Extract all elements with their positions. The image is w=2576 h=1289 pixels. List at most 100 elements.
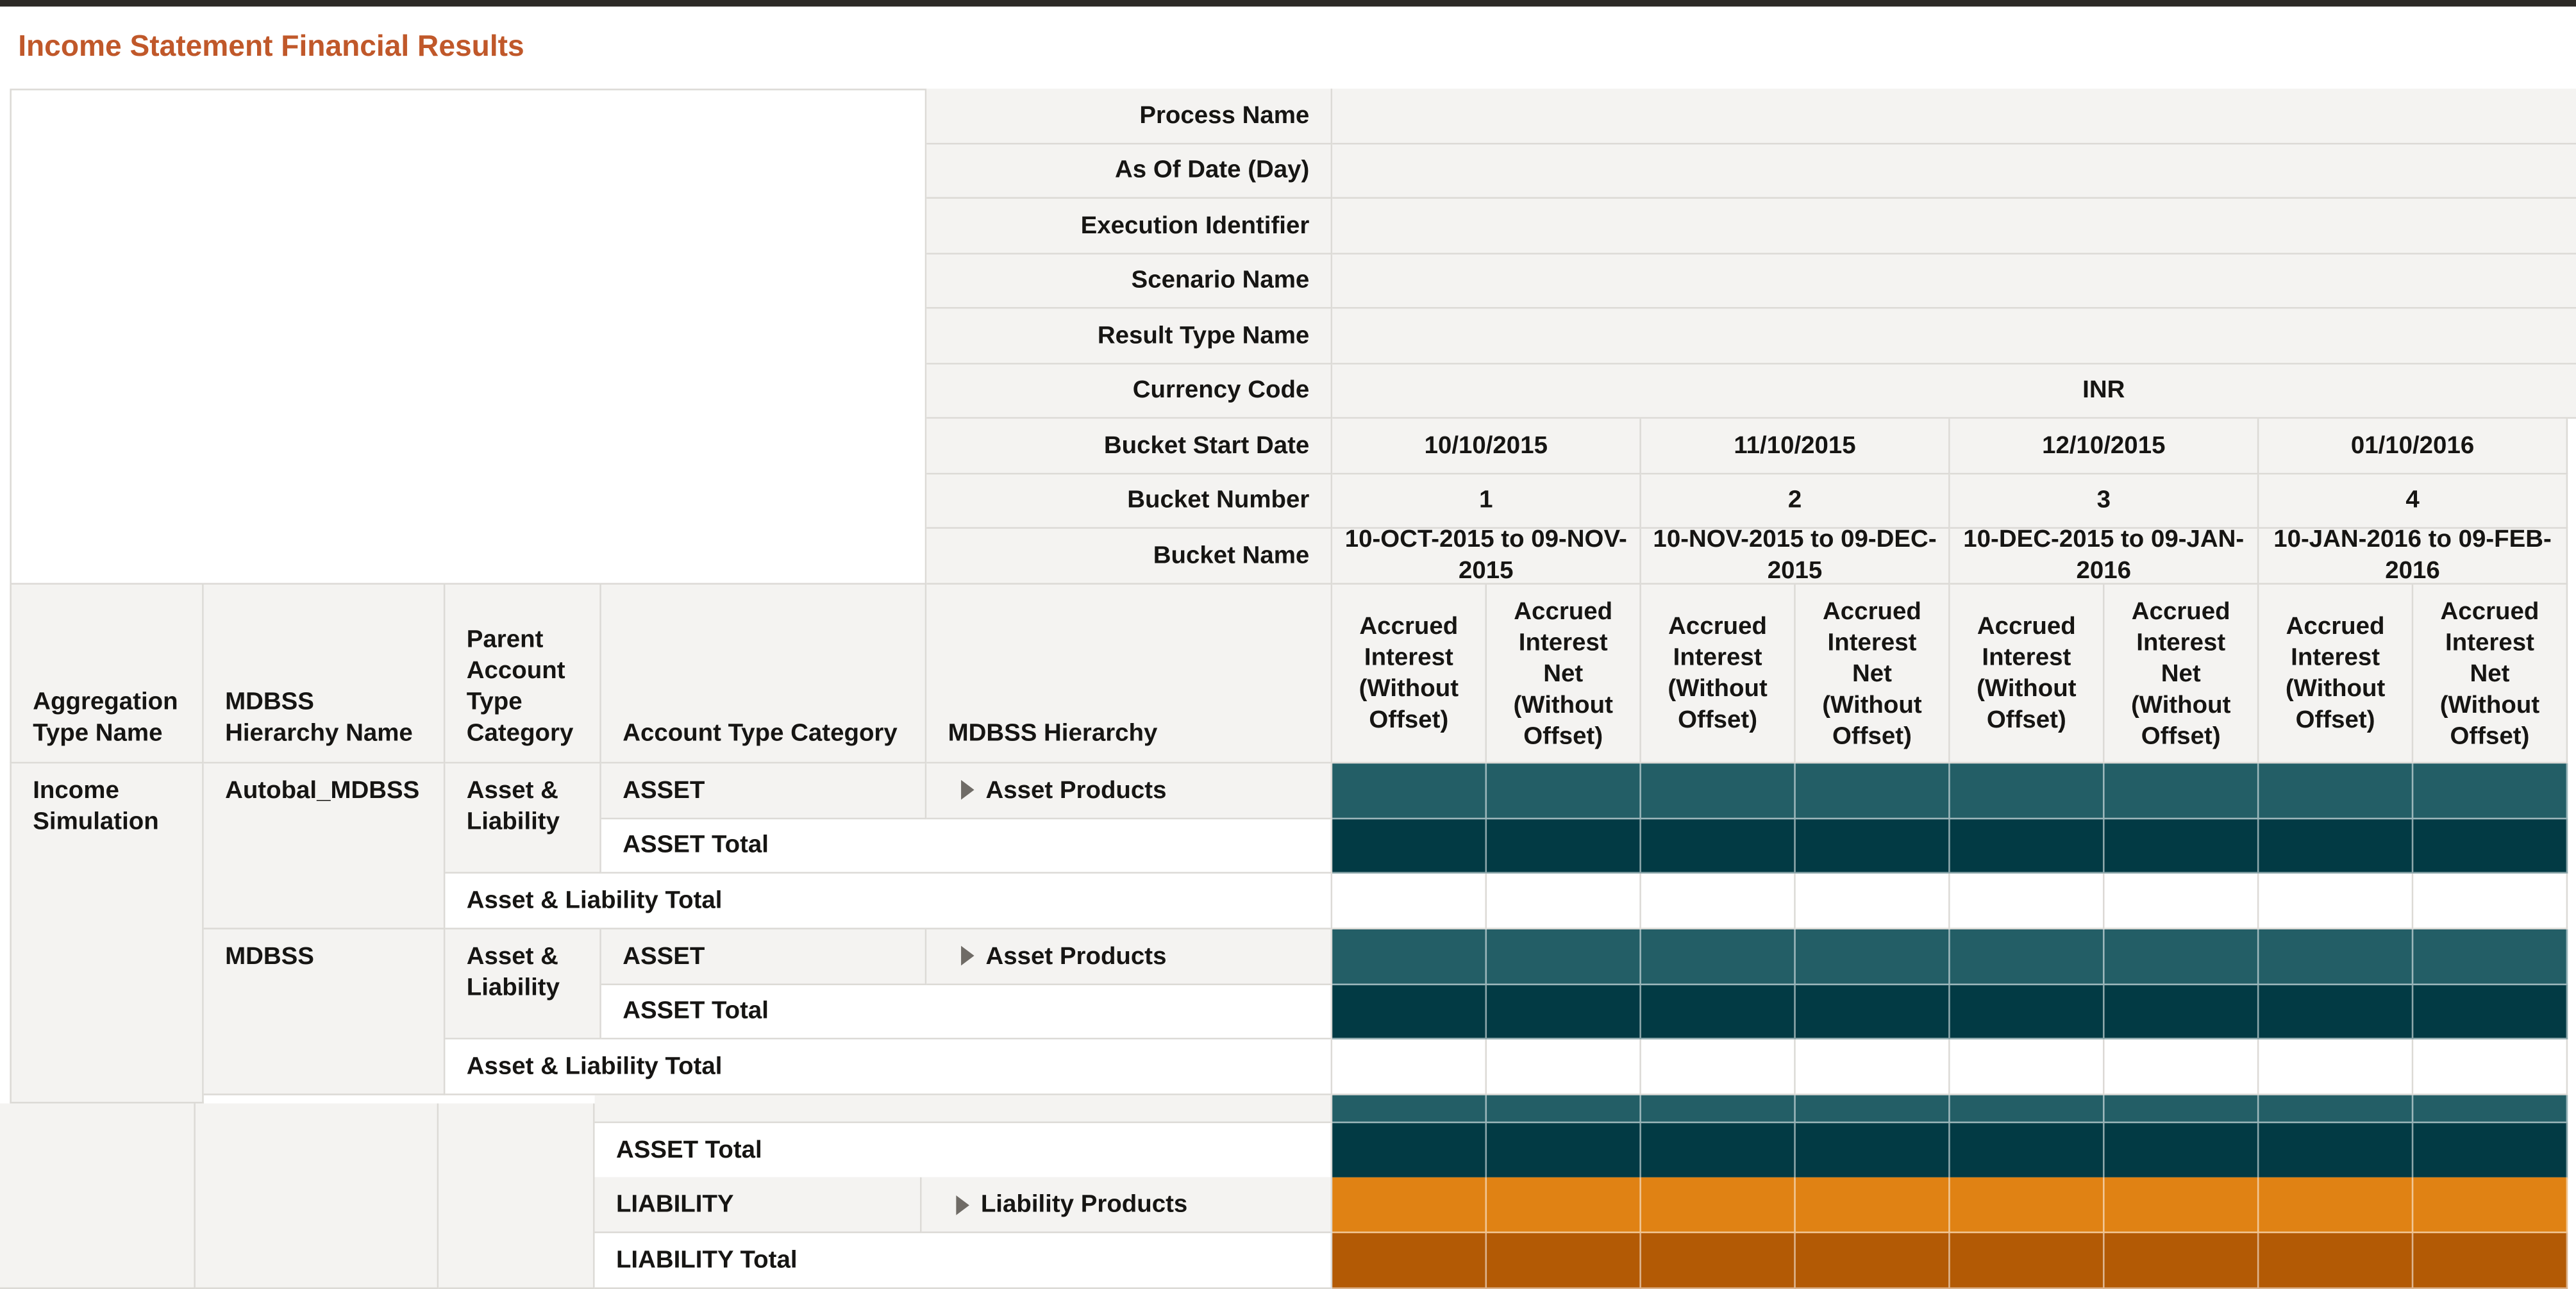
account-total-text: ASSET Total [615,1136,762,1164]
measure-header: Accrued Interest Net (Without Offset) [2104,585,2259,764]
data-cell [2413,819,2568,874]
data-cell [2413,873,2568,929]
data-cell [1795,1095,1950,1124]
data-cell [2259,1177,2414,1233]
parameter-label: Currency Code [926,363,1333,419]
hierarchy: Asset Products [926,929,1333,985]
row-header-text: Aggregation Type Name [33,688,178,747]
parameter-label-text: Bucket Number [1127,486,1310,515]
expand-toggle[interactable] [956,1194,969,1215]
hierarchy: Liability Products [921,1177,1333,1233]
data-cell [2413,1095,2568,1124]
data-cell [2104,1233,2259,1289]
data-cell [1795,873,1950,929]
data-cell [1950,1039,2105,1095]
parameter-value [1332,253,2576,309]
row-header: Parent Account Type Category [445,585,601,764]
data-cell [1487,873,1641,929]
data-cell [1487,819,1641,874]
data-cell [2259,929,2414,985]
row-header-text: MDBSS Hierarchy [948,719,1158,747]
bucket-names-text: 10-NOV-2015 to 09-DEC-2015 [1653,528,1937,584]
parameter-label: Scenario Name [926,253,1333,309]
blank-corner [10,88,927,585]
parameter-label-text: Bucket Name [1153,541,1310,570]
data-cell [1950,1233,2105,1289]
data-cell [1950,984,2105,1040]
data-cell [1332,873,1487,929]
continued-cell [195,1103,439,1289]
bucket-names: 10-JAN-2016 to 09-FEB-2016 [2259,528,2568,584]
report-title: Income Statement Financial Results [18,31,524,63]
partial-row [594,1095,1333,1124]
data-cell [2413,1233,2568,1289]
data-cell [2104,1177,2259,1233]
expand-toggle[interactable] [961,946,974,966]
data-cell [1487,1123,1641,1179]
bucket-names: 10-DEC-2015 to 09-JAN-2016 [1950,528,2259,584]
data-cell [1641,1095,1796,1124]
measure-header-text: Accrued Interest Net (Without Offset) [2130,597,2231,750]
data-cell [1487,1039,1641,1095]
account-total: ASSET Total [594,1123,1333,1179]
bucket-names-text: 10-DEC-2015 to 09-JAN-2016 [1963,528,2245,584]
data-cell [1795,819,1950,874]
account-total: ASSET Total [601,819,1333,874]
account-total: ASSET Total [601,984,1333,1040]
parameter-value [1332,144,2576,199]
currency-cell-text: INR [2082,376,2125,404]
data-cell [1950,873,2105,929]
data-cell [1641,763,1796,819]
hierarchy-name: MDBSS [203,929,446,1095]
row-header-text: Account Type Category [623,719,898,747]
data-cell [2104,763,2259,819]
aggregation-type-text: Income Simulation [33,776,159,836]
bucket-start-dates: 12/10/2015 [1950,419,2259,474]
data-cell [1641,1123,1796,1179]
bucket-start-dates-text: 12/10/2015 [2042,431,2166,460]
account-category: LIABILITY [594,1177,922,1233]
parameter-value [1332,308,2576,364]
row-header: MDBSS Hierarchy Name [203,585,446,764]
data-cell [2104,984,2259,1040]
data-cell [2104,1123,2259,1179]
data-cell [1487,984,1641,1040]
data-cell [2413,763,2568,819]
measure-header-text: Accrued Interest Net (Without Offset) [1513,597,1613,750]
data-cell [2259,1039,2414,1095]
measure-header: Accrued Interest Net (Without Offset) [2413,585,2568,764]
data-cell [2259,1095,2414,1124]
data-cell [1950,763,2105,819]
parameter-label: Execution Identifier [926,198,1333,254]
data-cell [1641,984,1796,1040]
hierarchy-text: Asset Products [985,776,1167,804]
data-cell [2259,819,2414,874]
data-cell [2259,984,2414,1040]
bucket-start-dates-text: 10/10/2015 [1424,431,1548,460]
expand-toggle[interactable] [961,780,974,801]
data-cell [2104,1095,2259,1124]
data-cell [1795,1233,1950,1289]
top-bar [0,0,2576,7]
data-cell [1950,1177,2105,1233]
data-cell [2259,763,2414,819]
parent-category-text: Asset & Liability [466,942,560,1002]
measure-header-text: Accrued Interest Net (Without Offset) [1822,597,1922,750]
parent-total: Asset & Liability Total [445,873,1333,929]
measure-header: Accrued Interest Net (Without Offset) [1795,585,1950,764]
bucket-start-dates: 10/10/2015 [1332,419,1641,474]
data-cell [1950,1095,2105,1124]
data-cell [2104,873,2259,929]
continued-cell [0,1103,196,1289]
measure-header-text: Accrued Interest (Without Offset) [2285,612,2386,735]
measure-header: Accrued Interest Net (Without Offset) [1487,585,1641,764]
parameter-label-text: Process Name [1139,101,1310,129]
row-header: MDBSS Hierarchy [926,585,1333,764]
data-cell [1332,819,1487,874]
data-cell [1795,1177,1950,1233]
data-cell [1795,929,1950,985]
parent-total-text: Asset & Liability Total [466,1052,723,1081]
data-cell [1332,1039,1487,1095]
parameter-label: Result Type Name [926,308,1333,364]
